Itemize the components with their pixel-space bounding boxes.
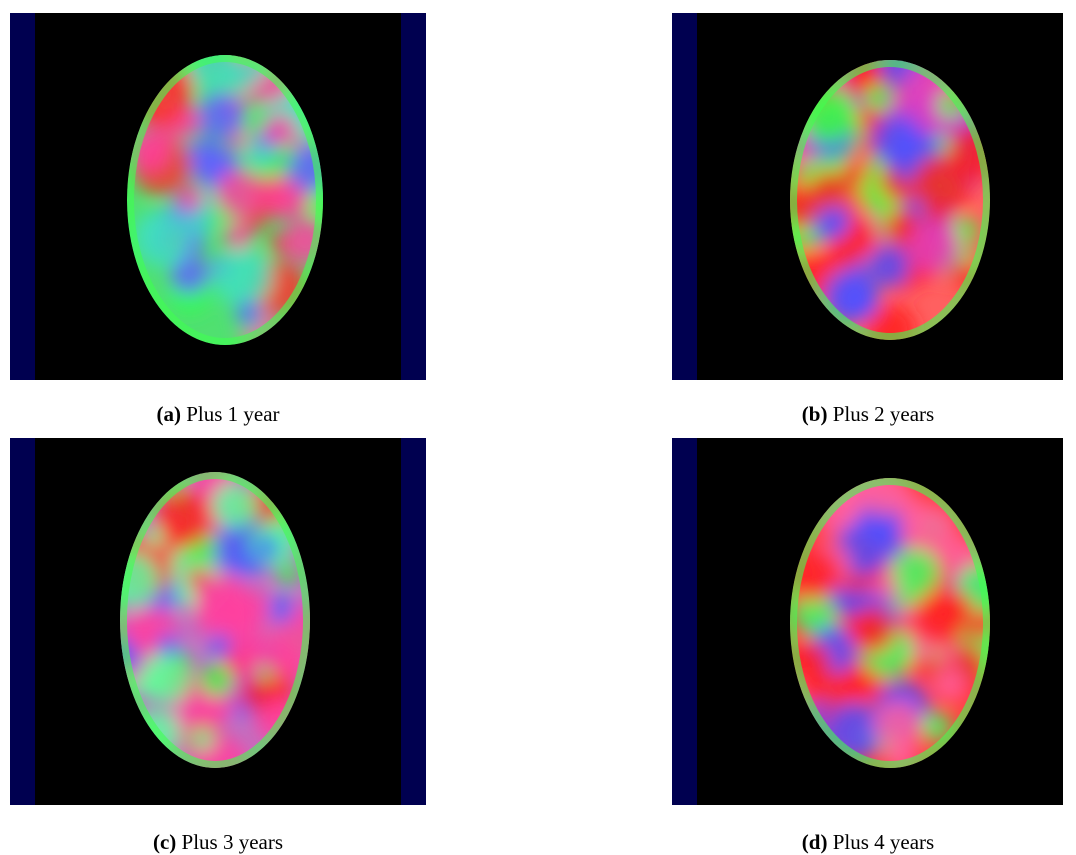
blob <box>190 727 214 751</box>
panel-image <box>672 13 1063 380</box>
blob <box>874 701 923 750</box>
blob <box>864 85 891 112</box>
panel-label: (a) <box>156 402 181 426</box>
blob <box>181 110 200 129</box>
panel-label: (b) <box>802 402 828 426</box>
blob <box>265 114 296 145</box>
panel-image <box>10 13 426 380</box>
caption: (c) Plus 3 years <box>8 830 428 855</box>
page: (a) Plus 1 year (b) Plus 2 years (c) Plu… <box>0 0 1076 852</box>
blob <box>913 155 973 215</box>
blob <box>933 667 967 701</box>
stripe <box>672 438 697 805</box>
blob <box>277 562 299 584</box>
blob <box>157 634 180 657</box>
blob <box>224 222 252 250</box>
blob <box>178 185 203 210</box>
blob <box>213 247 272 306</box>
blob <box>846 192 865 211</box>
blob <box>235 300 262 327</box>
blob <box>200 664 232 696</box>
stripe <box>10 438 35 805</box>
caption: (b) Plus 2 years <box>658 402 1076 427</box>
blob <box>871 115 923 167</box>
blob <box>892 548 940 596</box>
blob <box>940 645 959 664</box>
panel-image <box>672 438 1063 805</box>
panel-label: (d) <box>802 830 828 854</box>
caption: (a) Plus 1 year <box>8 402 428 427</box>
blob <box>196 92 244 140</box>
panel-label: (c) <box>153 830 176 854</box>
panel-caption: Plus 4 years <box>833 830 935 854</box>
panel-caption: Plus 1 year <box>186 402 279 426</box>
stripe <box>401 438 426 805</box>
stripe <box>401 13 426 380</box>
blob <box>215 169 265 219</box>
panel-caption: Plus 3 years <box>182 830 284 854</box>
caption: (d) Plus 4 years <box>658 830 1076 855</box>
panel-image <box>10 438 426 805</box>
stripe <box>672 13 697 380</box>
blob <box>935 590 973 628</box>
blob <box>186 210 212 236</box>
blob <box>209 634 232 657</box>
blob <box>850 626 868 644</box>
blob <box>868 244 911 287</box>
blob <box>828 236 862 270</box>
blob <box>257 536 280 559</box>
panel-caption: Plus 2 years <box>833 402 935 426</box>
blob <box>174 653 190 669</box>
stripe <box>10 13 35 380</box>
blob <box>232 590 271 629</box>
blob <box>841 163 866 188</box>
blob <box>907 220 961 274</box>
